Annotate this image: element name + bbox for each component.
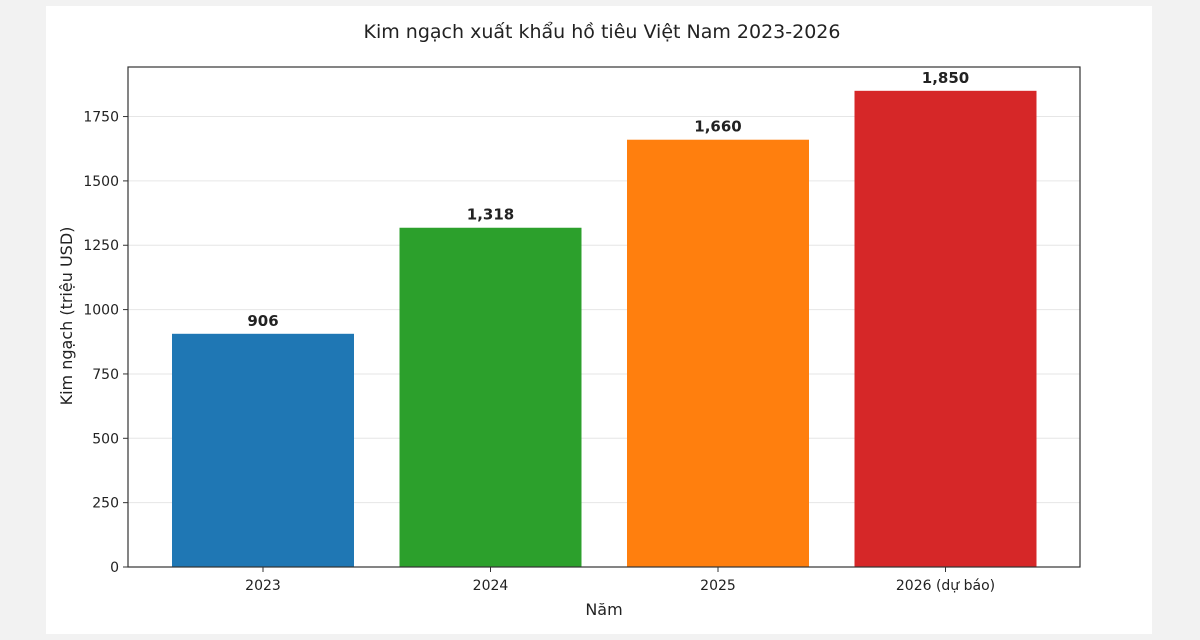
x-tick-label: 2026 (dự báo) (896, 578, 995, 594)
data-label: 1,660 (694, 118, 741, 136)
x-axis-label: Năm (585, 600, 622, 619)
bar (172, 333, 354, 567)
y-axis-label: Kim ngạch (triệu USD) (57, 227, 76, 406)
x-tick-label: 2024 (473, 578, 509, 594)
bar (399, 227, 582, 567)
y-tick-label: 750 (92, 367, 119, 383)
x-tick-label: 2025 (700, 578, 736, 594)
bar (854, 90, 1037, 568)
y-tick-label: 250 (92, 496, 119, 512)
bar (627, 139, 809, 567)
bars (172, 90, 1037, 568)
y-tick-label: 1250 (83, 238, 119, 254)
axis-ticks: 0 250 500 750 1000 1250 1500 1750 2023 2024 2025 20… (83, 110, 995, 594)
plot-frame (127, 66, 1081, 568)
y-tick-label: 1000 (83, 303, 119, 319)
chart-title: Kim ngạch xuất khẩu hồ tiêu Việt Nam 202… (364, 21, 841, 43)
x-tick-label: 2023 (245, 578, 281, 594)
data-labels: 906 1,318 1,660 1,850 (247, 69, 969, 330)
y-tick-label: 500 (92, 431, 119, 447)
y-tick-label: 1500 (83, 174, 119, 190)
data-label: 906 (247, 312, 278, 330)
y-tick-label: 1750 (83, 110, 119, 126)
data-label: 1,850 (922, 69, 969, 87)
y-tick-label: 0 (110, 560, 119, 576)
data-label: 1,318 (467, 206, 514, 224)
